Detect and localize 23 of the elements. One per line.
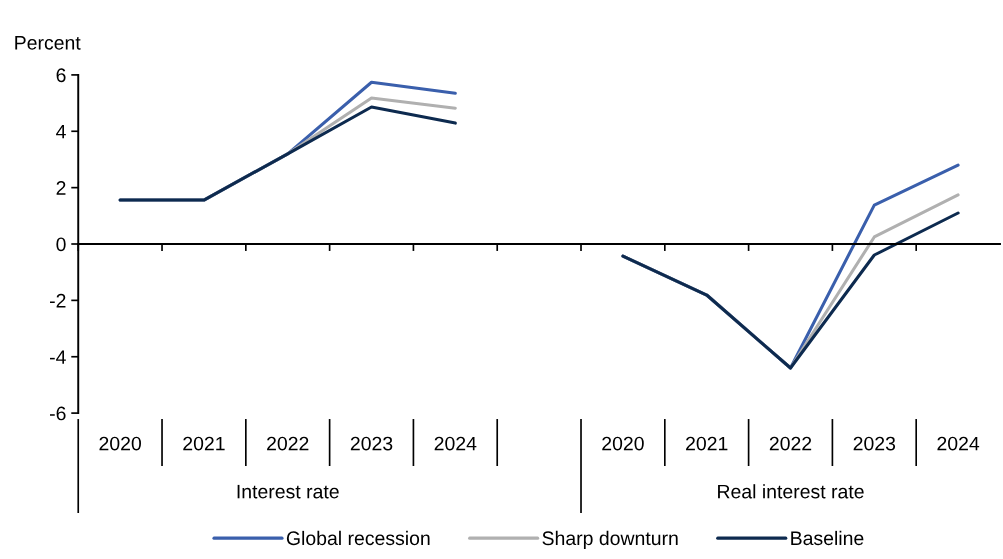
text: Real interest rate	[718, 484, 864, 499]
x-tick-label: 2020	[99, 436, 141, 451]
x-tick-label: 2022	[769, 436, 812, 451]
x-tick-label: 2021	[686, 436, 728, 451]
legend-label: Sharp downturn	[542, 530, 678, 549]
y-tick-label: -4	[50, 350, 66, 364]
y-tick-label: 6	[56, 68, 66, 83]
y-tick-label: 4	[56, 124, 66, 139]
y-tick-label: -6	[50, 406, 66, 421]
text: Interest rate	[237, 484, 339, 499]
x-tick-label: 2023	[853, 436, 896, 451]
y-tick-label: -2	[50, 293, 66, 308]
legend-label: Baseline	[791, 530, 864, 546]
x-tick-label: 2024	[434, 436, 477, 451]
x-tick-label: 2024	[937, 436, 980, 451]
y-tick-label: 0	[56, 237, 66, 252]
x-tick-label: 2020	[602, 436, 644, 451]
x-tick-label: 2023	[350, 436, 393, 451]
x-tick-label: 2022	[267, 436, 309, 451]
y-tick-label: 2	[56, 181, 66, 195]
x-tick-label: 2021	[183, 436, 225, 451]
y-axis-title: Percent	[15, 36, 81, 50]
legend-label: Global recession	[286, 530, 430, 546]
